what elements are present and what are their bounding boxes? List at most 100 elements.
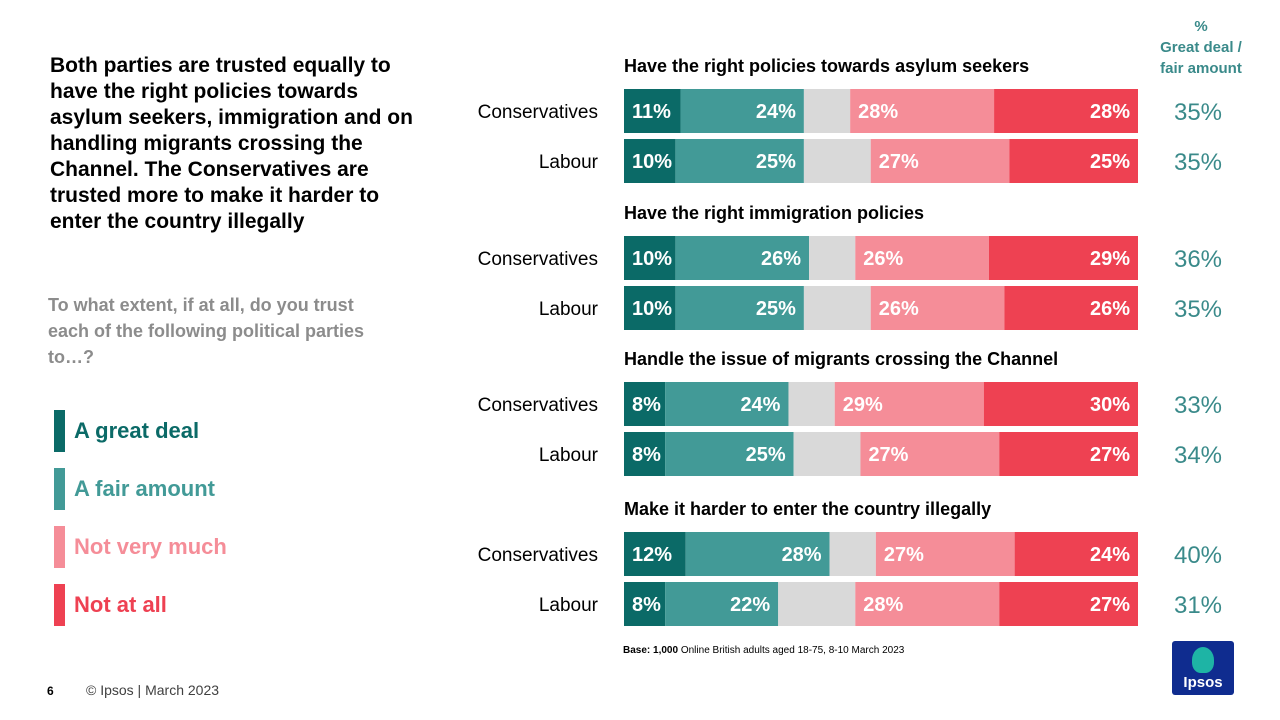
net-value: 40% [1174, 542, 1222, 569]
net-value: 33% [1174, 392, 1222, 419]
net-value: 36% [1174, 246, 1222, 273]
data-label: 28% [858, 101, 898, 123]
bar-segment-notvery [850, 89, 995, 133]
data-label: 27% [1090, 444, 1130, 466]
net-value: 35% [1174, 99, 1222, 126]
bar-segment-notvery [875, 532, 1015, 576]
net-header-line: Great deal / [1160, 39, 1242, 56]
bar-segment-great [624, 382, 666, 426]
bar-segment-great [624, 532, 686, 576]
legend-label: A fair amount [74, 476, 215, 501]
base-label: Base: [623, 645, 651, 656]
bar-segment-great [624, 286, 676, 330]
bar-segment-notatall [999, 582, 1138, 626]
data-label: 11% [632, 101, 671, 123]
legend: A great deal A fair amount Not very much… [54, 410, 354, 642]
legend-swatch [54, 468, 65, 510]
bar-segment-notvery [870, 286, 1005, 330]
data-label: 25% [756, 151, 796, 173]
bar-segment-dk [803, 89, 851, 133]
legend-item-not-very-much: Not very much [54, 526, 354, 568]
bar-segment-notvery [855, 582, 1000, 626]
copyright: © Ipsos | March 2023 [86, 682, 220, 698]
bar-segment-dk [803, 286, 871, 330]
party-label: Conservatives [478, 545, 598, 566]
bar-segment-great [624, 582, 666, 626]
bar-segment-notatall [983, 382, 1138, 426]
bar-segment-dk [829, 532, 876, 576]
bar-segment-notvery [855, 236, 989, 280]
legend-swatch [54, 584, 65, 626]
net-value: 34% [1174, 442, 1222, 469]
bar-segment-notatall [1009, 139, 1138, 183]
group-title: Have the right immigration policies [624, 203, 924, 223]
ipsos-logo: Ipsos [1172, 641, 1234, 695]
data-label: 12% [632, 544, 672, 566]
net-value: 35% [1174, 149, 1222, 176]
group-title: Make it harder to enter the country ille… [624, 499, 991, 519]
party-label: Labour [539, 299, 599, 320]
data-label: 27% [868, 444, 908, 466]
bar-segment-fair [665, 582, 779, 626]
net-value: 31% [1174, 592, 1222, 619]
data-label: 10% [632, 298, 672, 320]
party-label: Conservatives [478, 249, 598, 270]
legend-swatch [54, 526, 65, 568]
bar-segment-dk [803, 139, 871, 183]
data-label: 29% [1090, 248, 1130, 270]
data-label: 24% [740, 394, 780, 416]
survey-question: To what extent, if at all, do you trust … [48, 295, 365, 367]
bar-segment-fair [675, 236, 810, 280]
legend-item-fair-amount: A fair amount [54, 468, 354, 510]
logo-head-icon [1192, 647, 1214, 673]
data-label: 28% [863, 594, 903, 616]
data-label: 25% [746, 444, 786, 466]
legend-label: Not at all [74, 592, 167, 617]
legend-label: A great deal [74, 418, 200, 443]
bar-segment-fair [665, 432, 794, 476]
base-n: 1,000 [653, 645, 679, 656]
bar-segment-notatall [999, 432, 1138, 476]
data-label: 25% [756, 298, 796, 320]
bar-segment-dk [809, 236, 856, 280]
bar-segment-notvery [870, 139, 1010, 183]
party-label: Conservatives [478, 395, 598, 416]
bar-segment-fair [665, 382, 789, 426]
bar-segment-notvery [834, 382, 984, 426]
headline: Both parties are trusted equally to have… [50, 54, 413, 233]
bar-segment-dk [793, 432, 861, 476]
bar-segment-fair [680, 89, 804, 133]
data-label: 28% [1090, 101, 1130, 123]
bar-segment-notatall [1014, 532, 1138, 576]
party-label: Labour [539, 595, 599, 616]
data-label: 24% [756, 101, 796, 123]
party-label: Labour [539, 152, 599, 173]
net-metric-header: % Great deal / fair amount [1150, 16, 1252, 79]
data-label: 30% [1090, 394, 1130, 416]
data-label: 10% [632, 151, 672, 173]
page-number: 6 [47, 684, 54, 698]
party-label: Conservatives [478, 102, 598, 123]
party-label: Labour [539, 445, 599, 466]
net-header-line: fair amount [1160, 60, 1242, 77]
net-value: 35% [1174, 296, 1222, 323]
bar-segment-notatall [994, 89, 1138, 133]
data-label: 8% [632, 394, 661, 416]
bar-segment-notvery [860, 432, 1000, 476]
bar-segment-great [624, 236, 676, 280]
net-header-line: % [1194, 18, 1208, 35]
data-label: 26% [761, 248, 801, 270]
data-label: 25% [1090, 151, 1130, 173]
legend-item-great-deal: A great deal [54, 410, 354, 452]
bar-segment-great [624, 139, 676, 183]
data-label: 29% [843, 394, 883, 416]
data-label: 26% [863, 248, 903, 270]
data-label: 28% [782, 544, 822, 566]
logo-text: Ipsos [1183, 674, 1223, 691]
data-label: 24% [1090, 544, 1130, 566]
legend-item-not-at-all: Not at all [54, 584, 354, 626]
data-label: 27% [879, 151, 919, 173]
bar-segment-dk [778, 582, 856, 626]
legend-swatch [54, 410, 65, 452]
